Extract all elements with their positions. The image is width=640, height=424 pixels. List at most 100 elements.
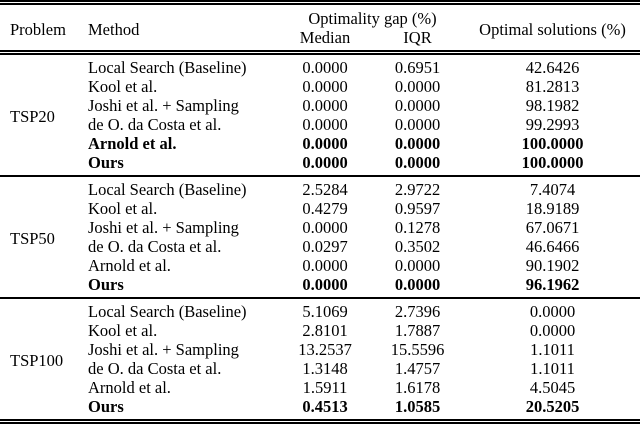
median-cell: 2.5284 bbox=[302, 180, 348, 199]
median-cell: 1.3148 bbox=[302, 359, 348, 378]
table-row: Ours 0.4513 1.0585 20.5205 bbox=[0, 397, 640, 422]
iqr-cell: 1.6178 bbox=[394, 378, 441, 397]
table-row: de O. da Costa et al. 0.0000 0.0000 99.2… bbox=[0, 115, 640, 134]
median-cell: 0.0297 bbox=[302, 237, 348, 256]
iqr-cell: 0.0000 bbox=[394, 77, 441, 96]
iqr-cell: 2.9722 bbox=[394, 180, 441, 199]
optimal-cell: 1.1011 bbox=[530, 340, 575, 359]
optimal-cell: 81.2813 bbox=[525, 77, 580, 96]
median-cell: 1.5911 bbox=[302, 378, 348, 397]
optimal-cell: 100.0000 bbox=[521, 134, 584, 153]
method-cell: de O. da Costa et al. bbox=[88, 115, 222, 134]
iqr-cell: 0.0000 bbox=[394, 153, 441, 172]
table-row: de O. da Costa et al. 1.3148 1.4757 1.10… bbox=[0, 359, 640, 378]
method-cell: Ours bbox=[88, 275, 124, 294]
optimal-cell: 96.1962 bbox=[525, 275, 580, 294]
table-row: de O. da Costa et al. 0.0297 0.3502 46.6… bbox=[0, 237, 640, 256]
table-row: Kool et al. 0.4279 0.9597 18.9189 bbox=[0, 199, 640, 218]
problem-label: TSP20 bbox=[10, 107, 55, 126]
group-tsp50: TSP50 Local Search (Baseline) 2.5284 2.9… bbox=[0, 176, 640, 298]
optimal-cell: 90.1902 bbox=[525, 256, 580, 275]
iqr-cell: 0.0000 bbox=[394, 256, 441, 275]
method-cell: Joshi et al. + Sampling bbox=[88, 218, 239, 237]
median-cell: 0.0000 bbox=[302, 218, 348, 237]
table-row: Ours 0.0000 0.0000 100.0000 bbox=[0, 153, 640, 176]
optimal-cell: 0.0000 bbox=[529, 302, 576, 321]
header-iqr: IQR bbox=[403, 28, 432, 47]
group-tsp20: TSP20 Local Search (Baseline) 0.0000 0.6… bbox=[0, 53, 640, 177]
method-cell: Local Search (Baseline) bbox=[88, 302, 247, 321]
median-cell: 0.0000 bbox=[302, 256, 348, 275]
table-row: Arnold et al. 1.5911 1.6178 4.5045 bbox=[0, 378, 640, 397]
header-optimal-solutions: Optimal solutions (%) bbox=[479, 20, 626, 39]
optimal-cell: 100.0000 bbox=[521, 153, 584, 172]
median-cell: 0.0000 bbox=[302, 275, 348, 294]
table-row: Joshi et al. + Sampling 0.0000 0.0000 98… bbox=[0, 96, 640, 115]
table-row: Ours 0.0000 0.0000 96.1962 bbox=[0, 275, 640, 298]
table-row: Arnold et al. 0.0000 0.0000 90.1902 bbox=[0, 256, 640, 275]
method-cell: Ours bbox=[88, 153, 124, 172]
iqr-cell: 0.0000 bbox=[394, 275, 441, 294]
iqr-cell: 15.5596 bbox=[390, 340, 445, 359]
median-cell: 0.0000 bbox=[302, 77, 348, 96]
iqr-cell: 0.0000 bbox=[394, 134, 441, 153]
iqr-cell: 2.7396 bbox=[394, 302, 441, 321]
optimal-cell: 67.0671 bbox=[525, 218, 580, 237]
optimal-cell: 0.0000 bbox=[529, 321, 576, 340]
method-cell: Local Search (Baseline) bbox=[88, 58, 247, 77]
method-cell: Arnold et al. bbox=[88, 378, 171, 397]
iqr-cell: 0.1278 bbox=[394, 218, 441, 237]
method-cell: Local Search (Baseline) bbox=[88, 180, 247, 199]
median-cell: 0.0000 bbox=[302, 153, 348, 172]
table-row: Joshi et al. + Sampling 13.2537 15.5596 … bbox=[0, 340, 640, 359]
problem-label: TSP50 bbox=[10, 229, 55, 248]
iqr-cell: 0.9597 bbox=[394, 199, 441, 218]
iqr-cell: 0.0000 bbox=[394, 115, 441, 134]
method-cell: Arnold et al. bbox=[88, 134, 177, 153]
group-tsp100: TSP100 Local Search (Baseline) 5.1069 2.… bbox=[0, 298, 640, 422]
median-cell: 0.4513 bbox=[302, 397, 348, 416]
method-cell: de O. da Costa et al. bbox=[88, 359, 222, 378]
method-cell: Ours bbox=[88, 397, 124, 416]
median-cell: 0.0000 bbox=[302, 96, 348, 115]
table-row: Kool et al. 0.0000 0.0000 81.2813 bbox=[0, 77, 640, 96]
table-row: Kool et al. 2.8101 1.7887 0.0000 bbox=[0, 321, 640, 340]
method-cell: Kool et al. bbox=[88, 199, 158, 218]
iqr-cell: 1.7887 bbox=[394, 321, 441, 340]
method-cell: Kool et al. bbox=[88, 77, 158, 96]
iqr-cell: 0.6951 bbox=[394, 58, 441, 77]
method-cell: Joshi et al. + Sampling bbox=[88, 96, 239, 115]
median-cell: 0.0000 bbox=[302, 115, 348, 134]
method-cell: Kool et al. bbox=[88, 321, 158, 340]
optimal-cell: 18.9189 bbox=[525, 199, 580, 218]
iqr-cell: 0.3502 bbox=[394, 237, 441, 256]
median-cell: 0.0000 bbox=[302, 58, 348, 77]
method-cell: Joshi et al. + Sampling bbox=[88, 340, 239, 359]
header-row-1: Problem Method Optimality gap (%) Optima… bbox=[0, 3, 640, 39]
iqr-cell: 1.0585 bbox=[394, 397, 441, 416]
median-cell: 13.2537 bbox=[298, 340, 352, 359]
header-problem: Problem bbox=[10, 20, 66, 39]
optimal-cell: 46.6466 bbox=[525, 237, 580, 256]
header-optimality-gap: Optimality gap (%) bbox=[308, 9, 437, 28]
optimal-cell: 99.2993 bbox=[525, 115, 580, 134]
optimal-cell: 4.5045 bbox=[529, 378, 576, 397]
optimal-cell: 7.4074 bbox=[529, 180, 576, 199]
median-cell: 0.0000 bbox=[302, 134, 348, 153]
optimal-cell: 98.1982 bbox=[525, 96, 580, 115]
table-row: TSP50 Local Search (Baseline) 2.5284 2.9… bbox=[0, 176, 640, 248]
table-row: TSP100 Local Search (Baseline) 5.1069 2.… bbox=[0, 298, 640, 370]
table-row: Arnold et al. 0.0000 0.0000 100.0000 bbox=[0, 134, 640, 153]
table-header: Problem Method Optimality gap (%) Optima… bbox=[0, 3, 640, 53]
table-row: TSP20 Local Search (Baseline) 0.0000 0.6… bbox=[0, 53, 640, 126]
iqr-cell: 0.0000 bbox=[394, 96, 441, 115]
optimal-cell: 42.6426 bbox=[525, 58, 580, 77]
method-cell: de O. da Costa et al. bbox=[88, 237, 222, 256]
header-row-2: Median IQR bbox=[0, 28, 640, 53]
method-cell: Arnold et al. bbox=[88, 256, 171, 275]
median-cell: 0.4279 bbox=[302, 199, 348, 218]
header-method: Method bbox=[88, 20, 140, 39]
median-cell: 5.1069 bbox=[302, 302, 348, 321]
iqr-cell: 1.4757 bbox=[394, 359, 441, 378]
header-median: Median bbox=[299, 28, 351, 47]
